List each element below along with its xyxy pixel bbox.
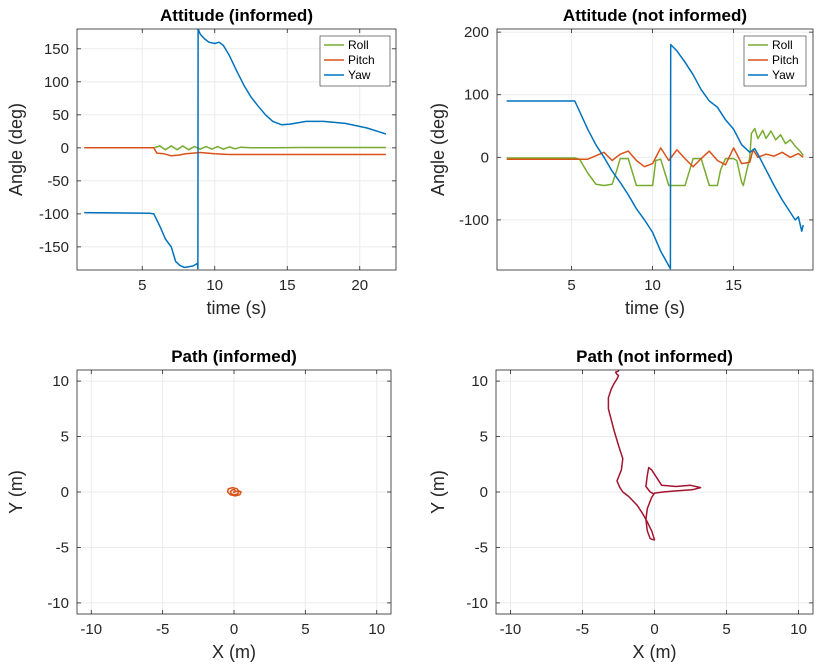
chart-panel-3: -10 -5 0 5 10 -10 -5 0 5 10 Path (informed) X (m) Y …: [6, 347, 392, 662]
x-tick-label: 0: [650, 621, 658, 638]
y-tick-label: -5: [475, 539, 488, 556]
y-tick-label: 10: [52, 373, 69, 390]
chart-title: Path (informed): [171, 347, 297, 366]
y-tick-label: 0: [481, 149, 489, 166]
y-axis-label: Angle (deg): [6, 103, 26, 196]
series-group: [506, 43, 805, 270]
series-group: [607, 370, 702, 541]
x-tick-label: 10: [790, 621, 807, 638]
y-tick-label: 10: [471, 373, 488, 390]
x-tick-label: -5: [156, 621, 169, 638]
x-tick-label: -5: [576, 621, 589, 638]
y-tick-label: -50: [47, 173, 69, 190]
legend-label-pitch: Pitch: [348, 53, 375, 67]
chart-title: Attitude (not informed): [563, 6, 747, 25]
x-tick-label: 15: [725, 277, 742, 294]
x-axis-label: time (s): [207, 298, 267, 318]
legend-label-yaw: Yaw: [772, 68, 795, 82]
x-tick-label: 5: [301, 621, 309, 638]
axes-box: [496, 28, 814, 271]
y-tick-label: -10: [47, 595, 69, 612]
y-tick-label: -100: [459, 212, 489, 229]
y-tick-label: 50: [52, 107, 69, 124]
x-tick-label: 10: [206, 277, 223, 294]
chart-panel-4: -10 -5 0 5 10 -10 -5 0 5 10 Path (not informed) X (…: [428, 347, 814, 662]
y-tick-label: 0: [480, 484, 488, 501]
x-axis-label: X (m): [633, 642, 677, 662]
y-tick-label: 5: [480, 429, 488, 446]
y-tick-label: 150: [44, 41, 69, 58]
x-axis-label: time (s): [625, 298, 685, 318]
x-tick-label: 10: [368, 621, 385, 638]
x-tick-label: 5: [138, 277, 146, 294]
y-axis-label: Y (m): [6, 470, 26, 514]
legend-label-roll: Roll: [772, 38, 793, 52]
y-tick-label: -150: [39, 239, 69, 256]
series-group: [84, 29, 387, 270]
y-tick-label: -100: [39, 206, 69, 223]
y-tick-label: -5: [56, 539, 69, 556]
series-line-roll: [84, 145, 386, 151]
chart-title: Path (not informed): [576, 347, 733, 366]
y-tick-label: 5: [61, 429, 69, 446]
series-line-yaw: [506, 43, 805, 270]
y-tick-label: 100: [464, 87, 489, 104]
x-tick-label: 20: [351, 277, 368, 294]
x-tick-label: -10: [80, 621, 102, 638]
y-tick-label: 0: [61, 140, 69, 157]
x-tick-label: 10: [644, 277, 661, 294]
y-axis-label: Angle (deg): [428, 103, 448, 196]
series-line-yaw: [84, 29, 387, 270]
y-tick-label: 0: [61, 484, 69, 501]
series-group: [226, 486, 242, 497]
series-line-pitch: [84, 147, 386, 157]
legend-label-roll: Roll: [348, 38, 369, 52]
series-line-pitch: [506, 147, 804, 168]
x-axis-label: X (m): [212, 642, 256, 662]
x-tick-label: -10: [500, 621, 522, 638]
grid: [496, 370, 813, 614]
y-tick-label: -10: [466, 595, 488, 612]
legend-label-yaw: Yaw: [348, 68, 371, 82]
y-tick-label: 100: [44, 74, 69, 91]
legend-label-pitch: Pitch: [772, 53, 799, 67]
series-line-path: [607, 370, 702, 541]
chart-panel-1: 5 10 15 20 -150 -100 -50 0 50 100 150 Attitude (inf…: [6, 6, 397, 318]
series-line-roll: [506, 127, 804, 187]
y-axis-label: Y (m): [428, 470, 448, 514]
chart-title: Attitude (informed): [160, 6, 313, 25]
x-tick-label: 0: [230, 621, 238, 638]
chart-panel-2: 5 10 15 -100 0 100 200 Attitude (not informed) t…: [428, 6, 814, 318]
x-tick-label: 15: [279, 277, 296, 294]
axes-box: [76, 28, 397, 271]
x-tick-label: 5: [722, 621, 730, 638]
series-line-path: [226, 486, 242, 497]
x-tick-label: 5: [567, 277, 575, 294]
y-tick-label: 200: [464, 24, 489, 41]
